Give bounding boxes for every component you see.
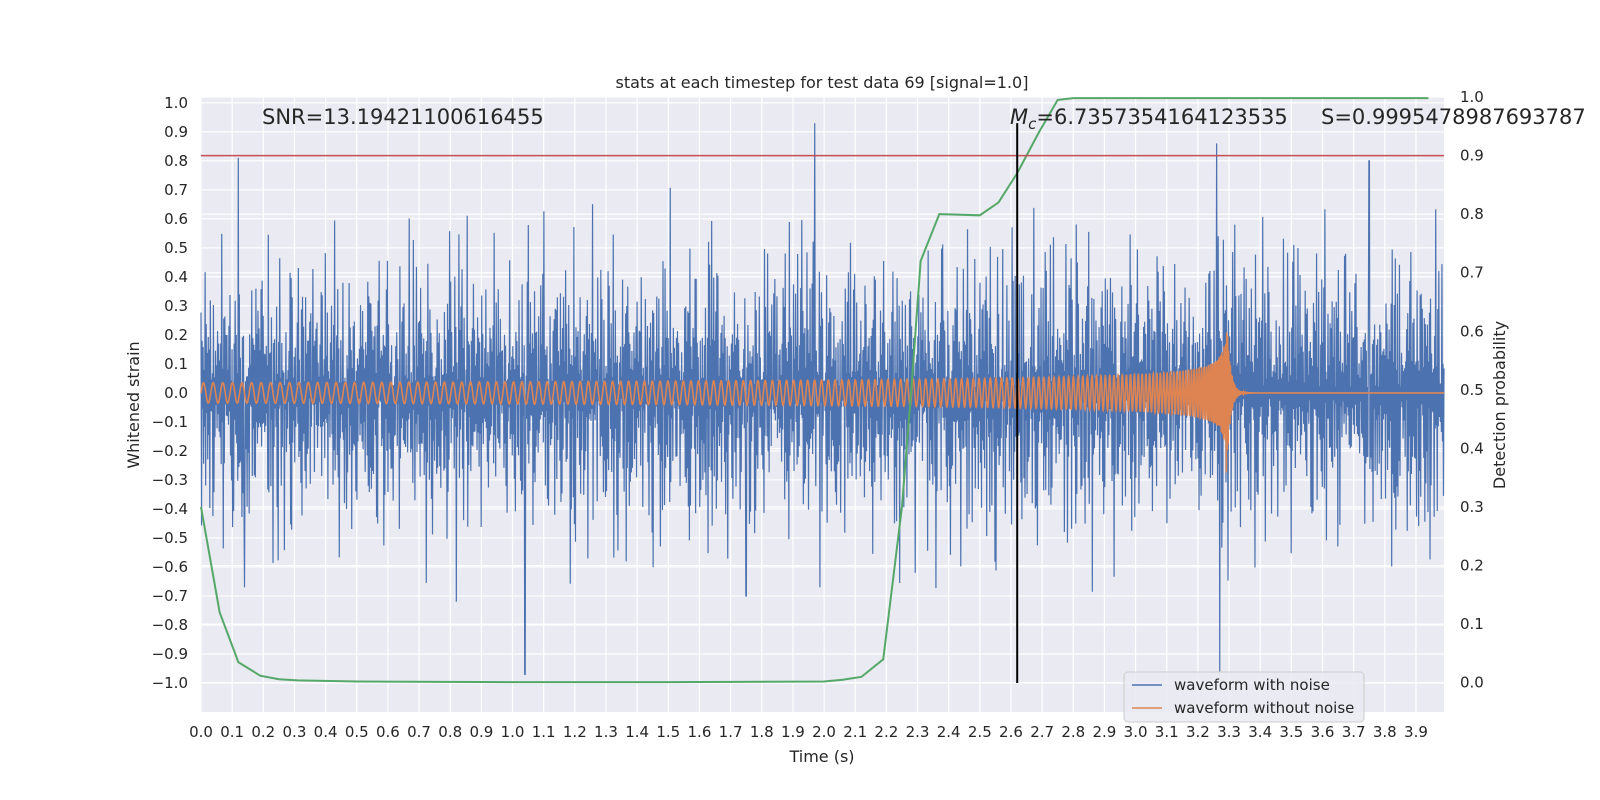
series-line-detection-probability	[200, 97, 1429, 684]
y-tick-label: −1.0	[152, 674, 188, 692]
x-tick-label: 1.5	[656, 723, 680, 741]
x-tick-label: 2.5	[968, 723, 992, 741]
x-tick-label: 3.6	[1311, 723, 1335, 741]
y2-axis-label: Detection probability	[1490, 321, 1509, 489]
y-tick-label: 0.1	[164, 355, 188, 373]
series-line-waveform-without-noise	[200, 332, 1444, 473]
y2-tick-label: 0.5	[1460, 381, 1484, 399]
y-tick-label: 0.5	[164, 239, 188, 257]
x-tick-label: 2.2	[874, 723, 898, 741]
snr-annotation: SNR=13.19421100616455	[262, 105, 544, 129]
y2-tick-label: 0.9	[1460, 147, 1484, 165]
y-tick-label: −0.4	[152, 500, 188, 518]
x-tick-labels: 0.0 0.1 0.2 0.3 0.4 0.5 0.6 0.7 0.8 0.9 1.0 1.1 1.2 1…	[189, 723, 1428, 741]
x-tick-label: 1.0	[501, 723, 525, 741]
x-tick-label: 1.7	[719, 723, 743, 741]
x-tick-label: 2.6	[999, 723, 1023, 741]
y2-tick-label: 0.7	[1460, 264, 1484, 282]
x-tick-label: 1.9	[781, 723, 805, 741]
y2-tick-label: 1.0	[1460, 88, 1484, 106]
legend-label-waveform-with-noise: waveform with noise	[1174, 676, 1330, 694]
x-tick-label: 0.2	[251, 723, 275, 741]
y-tick-label: −0.6	[152, 558, 188, 576]
series-layer	[200, 97, 1445, 684]
chirp-mass-subscript: c	[1028, 115, 1037, 133]
chart-title: stats at each timestep for test data 69 …	[616, 73, 1029, 92]
chirp-mass-symbol: M	[1010, 105, 1028, 129]
x-tick-label: 3.8	[1373, 723, 1397, 741]
s-annotation: S=0.9995478987693787	[1321, 105, 1586, 129]
legend-label-waveform-without-noise: waveform without noise	[1174, 699, 1354, 717]
x-tick-label: 3.9	[1404, 723, 1428, 741]
x-tick-label: 1.6	[688, 723, 712, 741]
y-tick-label: −0.9	[152, 645, 188, 663]
x-axis-label: Time (s)	[788, 747, 854, 766]
y-tick-label: 0.4	[164, 268, 188, 286]
y-tick-labels: 1.0 0.9 0.8 0.7 0.6 0.5 0.4 0.3 0.2 0.1 0.0 −0.1 −0.…	[152, 94, 188, 692]
y-tick-label: −0.3	[152, 471, 188, 489]
x-tick-label: 1.8	[750, 723, 774, 741]
y-tick-label: −0.8	[152, 616, 188, 634]
x-tick-label: 2.8	[1061, 723, 1085, 741]
y2-tick-labels: 1.0 0.9 0.8 0.7 0.6 0.5 0.4 0.3 0.2 0.1 0.0	[1460, 88, 1484, 692]
y-tick-label: 0.2	[164, 326, 188, 344]
x-tick-label: 1.2	[563, 723, 587, 741]
y-tick-label: −0.1	[152, 413, 188, 431]
x-tick-label: 3.7	[1342, 723, 1366, 741]
chirp-mass-value: =6.7357354164123535	[1036, 105, 1287, 129]
series-line-waveform-with-noise	[200, 123, 1445, 675]
y2-tick-label: 0.0	[1460, 674, 1484, 692]
chirp-mass-annotation: Mc=6.7357354164123535	[1010, 105, 1288, 133]
x-tick-label: 2.9	[1093, 723, 1117, 741]
x-tick-label: 2.3	[906, 723, 930, 741]
y2-tick-label: 0.1	[1460, 615, 1484, 633]
legend: waveform with noise waveform without noi…	[1123, 671, 1365, 723]
y2-tick-label: 0.2	[1460, 557, 1484, 575]
x-tick-label: 1.1	[532, 723, 556, 741]
y-tick-label: 0.6	[164, 210, 188, 228]
x-tick-label: 0.9	[469, 723, 493, 741]
x-tick-label: 0.8	[438, 723, 462, 741]
y-tick-label: −0.7	[152, 587, 188, 605]
y2-tick-label: 0.3	[1460, 498, 1484, 516]
x-tick-label: 0.0	[189, 723, 213, 741]
x-tick-label: 0.4	[314, 723, 338, 741]
y-tick-label: 1.0	[164, 94, 188, 112]
y-tick-label: 0.7	[164, 181, 188, 199]
legend-box	[1123, 671, 1365, 723]
x-tick-label: 3.2	[1186, 723, 1210, 741]
y-tick-label: 0.0	[164, 384, 188, 402]
y-tick-label: 0.8	[164, 152, 188, 170]
x-tick-label: 0.3	[283, 723, 307, 741]
x-tick-label: 2.4	[937, 723, 961, 741]
x-tick-label: 0.1	[220, 723, 244, 741]
y-tick-label: −0.2	[152, 442, 188, 460]
x-tick-label: 3.4	[1248, 723, 1272, 741]
x-tick-label: 3.0	[1124, 723, 1148, 741]
x-tick-label: 0.6	[376, 723, 400, 741]
x-tick-label: 2.7	[1030, 723, 1054, 741]
y-axis-label: Whitened strain	[124, 341, 143, 468]
x-tick-label: 0.7	[407, 723, 431, 741]
x-tick-label: 3.5	[1279, 723, 1303, 741]
x-tick-label: 1.4	[625, 723, 649, 741]
x-tick-label: 3.1	[1155, 723, 1179, 741]
x-tick-label: 1.3	[594, 723, 618, 741]
x-tick-label: 0.5	[345, 723, 369, 741]
y-tick-label: 0.3	[164, 297, 188, 315]
y2-tick-label: 0.8	[1460, 205, 1484, 223]
y-tick-label: 0.9	[164, 123, 188, 141]
x-tick-label: 2.1	[843, 723, 867, 741]
y2-tick-label: 0.6	[1460, 322, 1484, 340]
x-tick-label: 2.0	[812, 723, 836, 741]
x-tick-label: 3.3	[1217, 723, 1241, 741]
y-tick-label: −0.5	[152, 529, 188, 547]
y2-tick-label: 0.4	[1460, 439, 1484, 457]
